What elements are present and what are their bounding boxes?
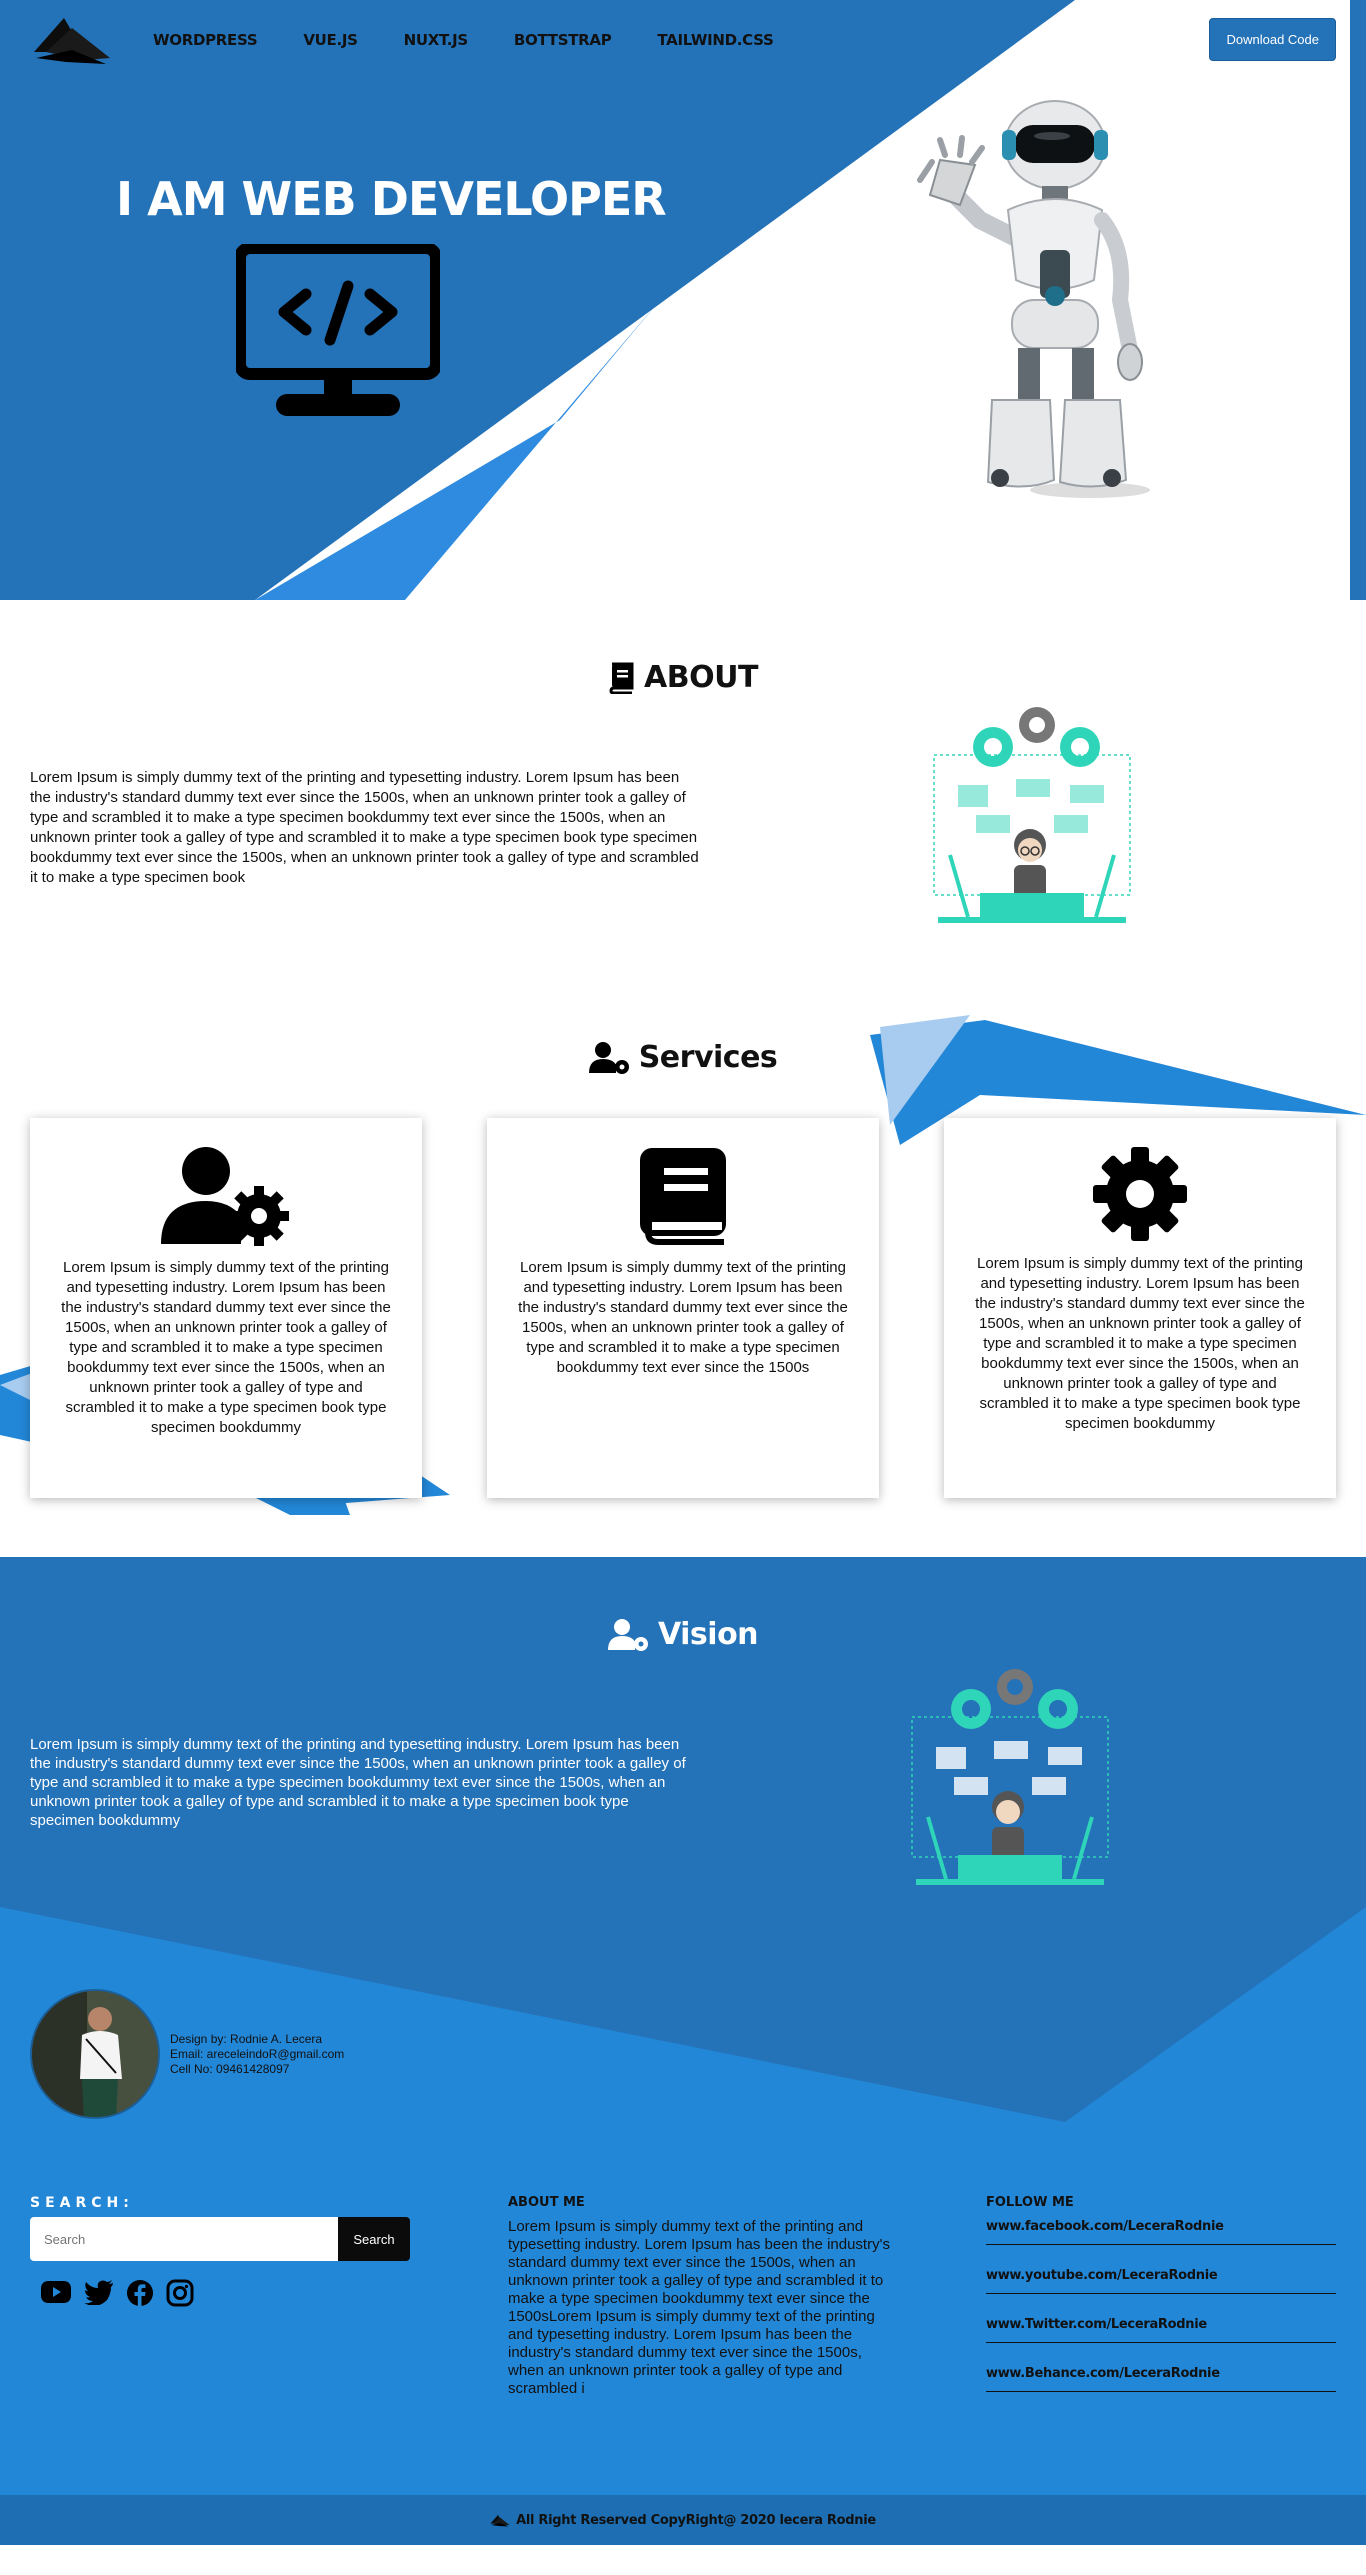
- search-column: SEARCH: Search: [30, 2195, 410, 2307]
- service-card-3-text: Lorem Ipsum is simply dummy text of the …: [975, 1255, 1305, 1432]
- search-form: Search: [30, 2217, 410, 2261]
- main-nav: WORDPRESS VUE.JS NUXT.JS BOTTSTRAP TAILW…: [32, 14, 797, 66]
- hero-edge-stripe: [1350, 0, 1366, 600]
- avatar: [30, 1989, 160, 2119]
- user-gear-icon: [607, 1618, 648, 1651]
- service-card-2-text: Lorem Ipsum is simply dummy text of the …: [518, 1259, 848, 1376]
- services-heading: Services: [0, 1040, 1366, 1075]
- developer-illustration: [911, 1669, 1109, 1885]
- nav-link-vuejs[interactable]: VUE.JS: [303, 31, 358, 49]
- about-me-heading: ABOUT ME: [508, 2195, 585, 2210]
- book-icon: [609, 662, 634, 694]
- vision-heading: Vision: [0, 1617, 1366, 1652]
- twitter-icon[interactable]: [84, 2279, 114, 2305]
- nav-link-tailwind[interactable]: TAILWIND.CSS: [657, 31, 774, 49]
- nav-link-wordpress[interactable]: WORDPRESS: [153, 31, 258, 49]
- youtube-icon[interactable]: [40, 2279, 72, 2305]
- follow-link-youtube[interactable]: www.youtube.com/LeceraRodnie: [986, 2259, 1336, 2294]
- designer-name: Design by: Rodnie A. Lecera: [170, 2031, 323, 2046]
- service-card-2: Lorem Ipsum is simply dummy text of the …: [487, 1118, 879, 1498]
- follow-link-facebook[interactable]: www.facebook.com/LeceraRodnie: [986, 2210, 1336, 2245]
- vision-text: Lorem Ipsum is simply dummy text of the …: [30, 1736, 686, 1829]
- developer-illustration: [933, 707, 1131, 923]
- service-card-1: Lorem Ipsum is simply dummy text of the …: [30, 1118, 422, 1498]
- nav-link-bootstrap[interactable]: BOTTSTRAP: [513, 31, 612, 49]
- search-button[interactable]: Search: [338, 2217, 410, 2261]
- follow-link-twitter[interactable]: www.Twitter.com/LeceraRodnie: [986, 2308, 1336, 2343]
- book-icon: [640, 1148, 726, 1245]
- vision-heading-label: Vision: [657, 1617, 759, 1652]
- user-gear-icon: [588, 1041, 629, 1074]
- designer-profile: Design by: Rodnie A. Lecera Email: arece…: [30, 1989, 344, 2119]
- designer-email: Email: areceleindoR@gmail.com: [170, 2046, 345, 2061]
- about-heading: ABOUT: [0, 660, 1366, 695]
- about-me-text: Lorem Ipsum is simply dummy text of the …: [508, 2218, 890, 2397]
- about-text: Lorem Ipsum is simply dummy text of the …: [30, 769, 699, 886]
- hero-title: I AM WEB DEVELOPER: [116, 172, 667, 226]
- services-heading-label: Services: [638, 1040, 778, 1075]
- social-icons: [40, 2279, 410, 2307]
- about-section: ABOUT Lorem Ipsum is simply dummy text o…: [0, 600, 1366, 975]
- copyright-bar: All Right Reserved CopyRight@ 2020 lecer…: [0, 2495, 1366, 2545]
- search-label: SEARCH:: [30, 2195, 134, 2211]
- designer-cell: Cell No: 09461428097: [170, 2061, 290, 2076]
- hero-background: [0, 0, 1075, 600]
- brand-logo-icon[interactable]: [32, 14, 112, 66]
- brand-logo-icon: [490, 2514, 510, 2526]
- follow-me-heading: FOLLOW ME: [986, 2195, 1074, 2210]
- hero-section: WORDPRESS VUE.JS NUXT.JS BOTTSTRAP TAILW…: [0, 0, 1366, 600]
- download-code-button[interactable]: Download Code: [1209, 18, 1336, 61]
- profile-info: Design by: Rodnie A. Lecera Email: arece…: [170, 2032, 344, 2077]
- about-me-column: ABOUT ME Lorem Ipsum is simply dummy tex…: [508, 2195, 893, 2398]
- gear-icon: [1093, 1147, 1187, 1241]
- robot-image: [917, 100, 1150, 498]
- service-card-3: Lorem Ipsum is simply dummy text of the …: [944, 1118, 1336, 1498]
- about-heading-label: ABOUT: [644, 660, 758, 695]
- services-section: Services Lorem Ipsum is simply dummy tex…: [0, 975, 1366, 1557]
- search-input[interactable]: [30, 2217, 338, 2261]
- user-gear-icon: [161, 1147, 289, 1246]
- nav-link-nuxtjs[interactable]: NUXT.JS: [403, 31, 469, 49]
- facebook-icon[interactable]: [126, 2279, 154, 2307]
- instagram-icon[interactable]: [166, 2279, 194, 2307]
- code-monitor-icon: [236, 244, 440, 416]
- avatar-image: [32, 1991, 158, 2117]
- follow-link-behance[interactable]: www.Behance.com/LeceraRodnie: [986, 2357, 1336, 2392]
- follow-me-column: FOLLOW ME www.facebook.com/LeceraRodnie …: [986, 2195, 1336, 2406]
- service-card-1-text: Lorem Ipsum is simply dummy text of the …: [61, 1259, 391, 1436]
- copyright-text: All Right Reserved CopyRight@ 2020 lecer…: [516, 2512, 876, 2528]
- vision-section: Vision Lorem Ipsum is simply dummy text …: [0, 1557, 1366, 2495]
